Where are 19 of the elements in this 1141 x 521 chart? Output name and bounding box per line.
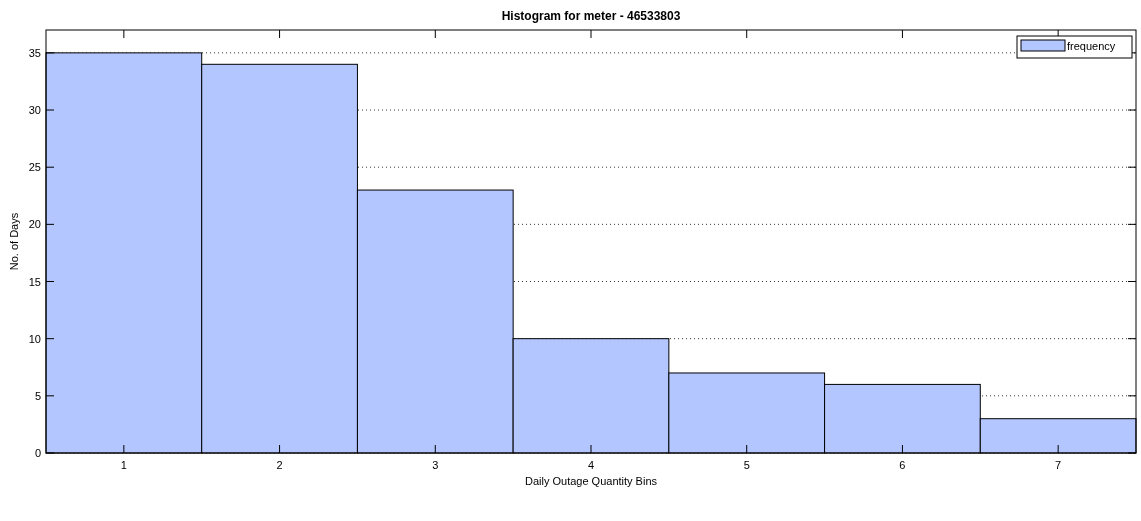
y-tick-label: 5 [34,389,41,402]
y-tick-label: 25 [28,161,41,174]
x-tick-label: 2 [276,459,283,471]
x-tick-label: 7 [1055,459,1062,471]
chart-title: Histogram for meter - 46533803 [501,9,681,23]
y-axis-title: No. of Days [8,212,20,271]
y-tick-label: 15 [28,275,41,288]
y-tick-label: 20 [28,218,41,231]
x-tick-label: 3 [432,459,439,471]
legend-label: frequency [1067,40,1116,52]
x-tick-label: 5 [743,459,750,471]
y-tick-label: 30 [28,104,41,117]
x-tick-label: 4 [587,459,595,471]
x-tick-label: 6 [899,459,906,471]
y-tick-label: 35 [28,46,41,59]
y-tick-label: 10 [28,332,41,345]
y-tick-label: 0 [34,447,41,459]
x-axis-title: Daily Outage Quantity Bins [524,475,658,487]
x-tick-label: 1 [120,459,127,471]
